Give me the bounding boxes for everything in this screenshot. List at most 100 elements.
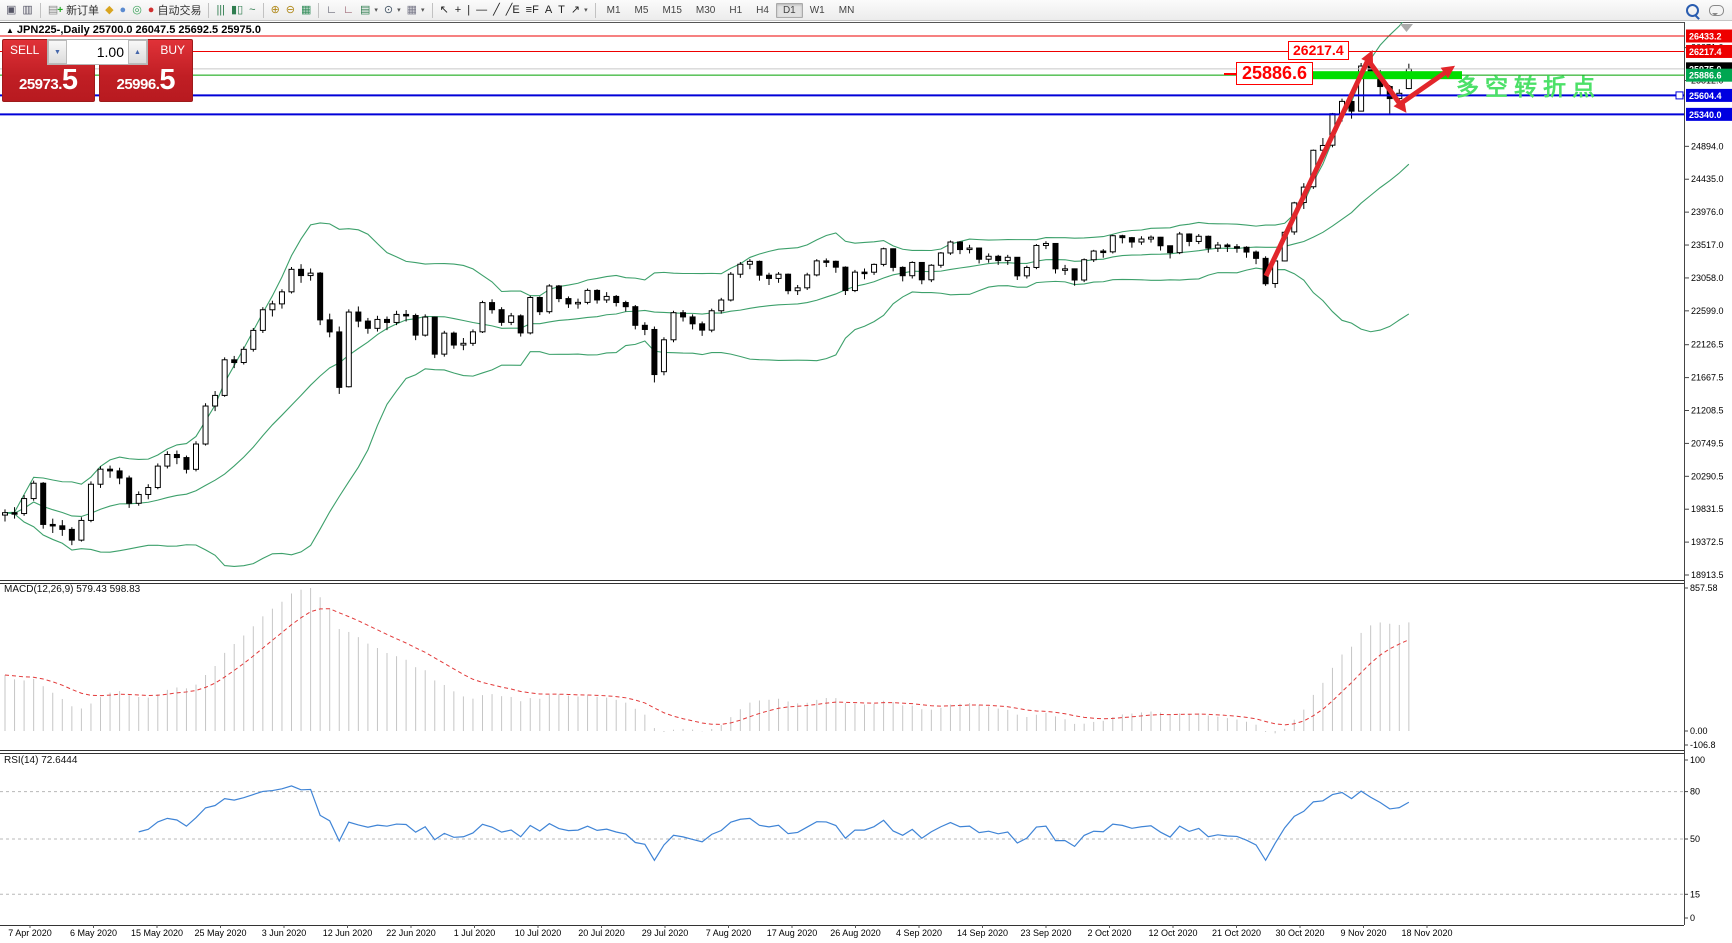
timeframe-button-H1[interactable]: H1 bbox=[729, 4, 743, 16]
candle bbox=[851, 269, 858, 293]
timeframe-button-D1[interactable]: D1 bbox=[775, 2, 803, 18]
candle bbox=[355, 306, 362, 328]
candle bbox=[775, 272, 782, 283]
vertical-line-icon[interactable]: | bbox=[464, 2, 473, 19]
volume-decrease-button[interactable]: ▼ bbox=[48, 40, 67, 64]
price-tick-label: 23058.0 bbox=[1691, 273, 1724, 283]
arrows-icon[interactable]: ↗ ▾ bbox=[568, 2, 591, 19]
market-watch-icon[interactable]: ● bbox=[117, 2, 130, 19]
rsi-axis-label: 15 bbox=[1690, 889, 1700, 899]
price-tick-label: 21667.5 bbox=[1691, 373, 1724, 383]
cursor-icon[interactable]: ↖ bbox=[437, 2, 452, 19]
zoom-in-icon[interactable]: ⊕ bbox=[268, 2, 283, 19]
candle bbox=[517, 314, 524, 337]
search-icon[interactable] bbox=[1686, 3, 1699, 17]
timeframe-button-MN[interactable]: MN bbox=[838, 4, 855, 16]
new-order-button[interactable]: ▤ + 新订单 bbox=[45, 2, 102, 19]
collapse-panel-icon[interactable]: ▲ bbox=[6, 26, 14, 35]
volume-increase-button[interactable]: ▲ bbox=[128, 40, 147, 64]
template-icon[interactable]: ▦ ▾ bbox=[404, 2, 428, 19]
candle bbox=[135, 491, 142, 506]
trend-arrows[interactable] bbox=[1263, 50, 1456, 278]
candle bbox=[1071, 268, 1078, 286]
bar-chart-icon[interactable]: ||| bbox=[213, 2, 228, 19]
candle bbox=[1348, 99, 1355, 119]
timeframe-button-M1[interactable]: M1 bbox=[606, 4, 621, 16]
peak-price-annotation[interactable]: 26217.4 bbox=[1288, 41, 1349, 60]
candle bbox=[49, 518, 56, 533]
hline-anchor-handle[interactable] bbox=[1675, 91, 1684, 100]
auto-arrange-icon[interactable]: ∟ bbox=[323, 2, 340, 19]
timeframe-button-W1[interactable]: W1 bbox=[809, 4, 825, 16]
date-axis-label: 15 May 2020 bbox=[131, 928, 183, 938]
candle bbox=[422, 314, 429, 337]
strategy-tester-icon[interactable]: ◎ bbox=[129, 2, 145, 19]
add-indicator-icon[interactable]: ▤ ▾ bbox=[357, 2, 381, 19]
chart-window-icon[interactable]: ▣ bbox=[3, 2, 19, 19]
candle bbox=[317, 272, 324, 326]
crosshair-icon[interactable]: + bbox=[452, 2, 464, 19]
candle bbox=[584, 288, 591, 305]
profiles-icon[interactable]: ▥ bbox=[19, 2, 35, 19]
date-axis-label: 26 Aug 2020 bbox=[830, 928, 881, 938]
chart-shift-icon[interactable]: ∟ bbox=[340, 2, 357, 19]
candle bbox=[259, 307, 266, 333]
price-level-label-text: 26433.2 bbox=[1689, 32, 1722, 42]
price-axis[interactable]: 26271.025812.024894.024435.023976.023517… bbox=[1684, 29, 1732, 581]
autotrade-button[interactable]: ● 自动交易 bbox=[145, 2, 205, 19]
candle bbox=[164, 451, 171, 469]
dropdown-caret-icon: ▾ bbox=[374, 7, 378, 14]
timeframe-button-M15[interactable]: M15 bbox=[662, 4, 682, 16]
text-icon[interactable]: A bbox=[542, 2, 555, 19]
candle bbox=[641, 322, 648, 336]
tile-windows-icon[interactable]: ▦ bbox=[298, 2, 314, 19]
date-axis[interactable]: 7 Apr 2020 6 May 2020 15 May 2020 25 May 20… bbox=[8, 925, 1453, 938]
candle bbox=[909, 261, 916, 279]
candle bbox=[565, 296, 572, 308]
candle bbox=[1186, 233, 1193, 247]
candle bbox=[966, 244, 973, 254]
candle bbox=[374, 315, 381, 332]
support-price-annotation[interactable]: 25886.6 bbox=[1236, 62, 1314, 85]
dropdown-caret-icon: ▾ bbox=[584, 7, 588, 14]
date-axis-label: 20 Jul 2020 bbox=[578, 928, 625, 938]
candle bbox=[603, 292, 610, 303]
volume-input[interactable] bbox=[67, 40, 128, 64]
panel-borders bbox=[0, 22, 1685, 926]
price-level-label bbox=[1686, 88, 1732, 102]
timeframe-button-M30[interactable]: M30 bbox=[695, 4, 716, 16]
candle bbox=[794, 284, 801, 295]
candle bbox=[1119, 234, 1126, 244]
label-icon[interactable]: T bbox=[555, 2, 568, 19]
trendline-icon[interactable]: ╱ bbox=[490, 2, 503, 19]
period-icon[interactable]: ⊙ ▾ bbox=[381, 2, 404, 19]
channel-icon[interactable]: ╱E bbox=[503, 2, 523, 19]
candle bbox=[21, 494, 28, 516]
timeframe-button-M5[interactable]: M5 bbox=[634, 4, 649, 16]
zoom-out-icon[interactable]: ⊖ bbox=[283, 2, 298, 19]
candle bbox=[718, 297, 725, 314]
chart-header: ▲ JPN225-,Daily 25700.0 26047.5 25692.5 2… bbox=[6, 24, 261, 36]
macd-axis: 857.58 0.00 -106.8 bbox=[1684, 583, 1718, 750]
zoom-out-icon: ⊖ bbox=[285, 3, 296, 16]
bar-chart-icon: ||| bbox=[216, 3, 226, 16]
timeframe-button-H4[interactable]: H4 bbox=[756, 4, 769, 16]
turning-point-annotation[interactable]: 多空转折点 bbox=[1456, 74, 1601, 100]
metaeditor-icon: ◆ bbox=[105, 3, 114, 16]
template-icon: ▦ bbox=[406, 3, 418, 16]
candle bbox=[861, 268, 868, 280]
metaeditor-icon[interactable]: ◆ bbox=[102, 2, 116, 19]
symbol-ohlc-text: JPN225-,Daily 25700.0 26047.5 25692.5 25… bbox=[16, 24, 261, 36]
candle bbox=[1224, 243, 1231, 252]
line-chart-icon[interactable]: ~ bbox=[246, 2, 258, 19]
chat-icon[interactable] bbox=[1709, 4, 1724, 16]
candle-chart-icon[interactable]: ▮▯ bbox=[228, 2, 246, 19]
candle bbox=[1128, 236, 1135, 248]
fibonacci-icon[interactable]: ≡F bbox=[523, 2, 542, 19]
chart-shift-marker[interactable] bbox=[1400, 24, 1413, 32]
horizontal-line-icon[interactable]: — bbox=[473, 2, 490, 19]
candle bbox=[202, 403, 209, 446]
candle bbox=[918, 261, 925, 285]
buy-button[interactable]: BUY 25996.5 bbox=[99, 39, 193, 102]
